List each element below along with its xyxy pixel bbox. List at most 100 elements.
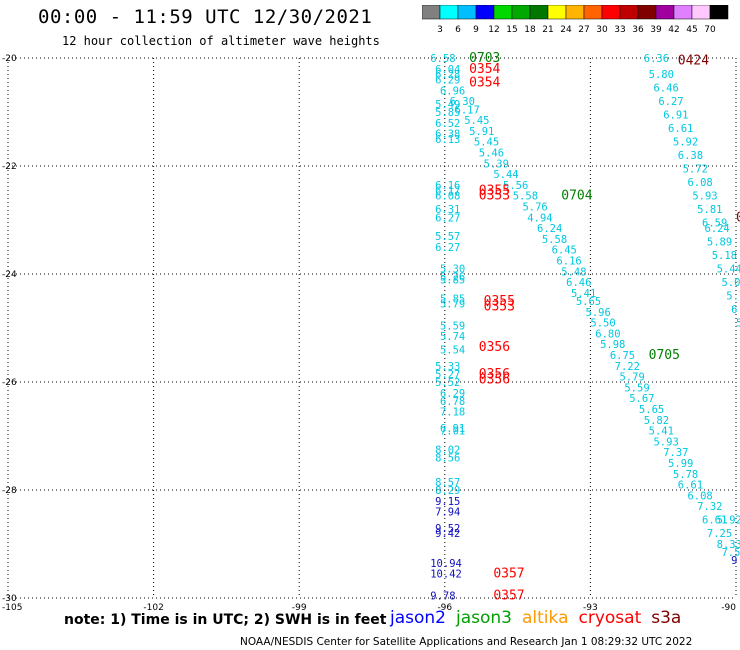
wave-height-value: 6.28 <box>435 69 460 81</box>
wave-height-value: 9.93 <box>731 555 740 567</box>
wave-height-value: 7.25 <box>707 528 732 540</box>
wave-height-value: 5.45 <box>474 137 499 149</box>
wave-height-value: 5.99 <box>668 458 693 470</box>
wave-height-value: 5.85 <box>440 274 465 286</box>
wave-height-value: 5.49 <box>435 99 460 111</box>
wave-height-value: 7.22 <box>615 361 640 373</box>
wave-height-value: 6.16 <box>435 180 460 192</box>
pass-time-label: 0353 <box>484 299 515 314</box>
wave-height-value: 5.46 <box>479 148 504 160</box>
wave-height-value: 6.96 <box>440 85 465 97</box>
wave-height-value: 6.27 <box>435 242 460 254</box>
wave-height-value: 8.02 <box>435 445 460 457</box>
wave-height-value: 7.32 <box>697 501 722 513</box>
wave-height-value: 7.54 <box>721 547 740 559</box>
legend-entry-jason2: jason2 <box>390 608 446 628</box>
wave-height-value: 6.17 <box>435 185 460 197</box>
page-subtitle: 12 hour collection of altimeter wave hei… <box>62 34 380 48</box>
wave-height-value: 5.58 <box>542 234 567 246</box>
wave-height-value: 5.01 <box>721 277 740 289</box>
wave-height-value: 6.45 <box>552 245 577 257</box>
satellite-legend: jason2 jason3 altika cryosat s3a <box>390 608 691 628</box>
wave-height-value: 5.65 <box>639 404 664 416</box>
wave-height-value: 7.01 <box>440 426 465 438</box>
wave-height-value: 6.91 <box>440 423 465 435</box>
pass-time-label: 0354 <box>469 62 500 77</box>
wave-height-value: 5.44 <box>493 169 518 181</box>
colorbar-label: 70 <box>704 25 716 35</box>
wave-height-value: 6.46 <box>653 83 678 95</box>
pass-time-label: 0356 <box>479 340 510 355</box>
wave-height-value: 9.52 <box>435 523 460 535</box>
wave-height-value: 5.30 <box>440 264 465 276</box>
legend-entry-altika: altika <box>522 608 569 628</box>
pass-time-label: 0355 <box>479 183 510 198</box>
wave-height-value: 5.92 <box>717 515 740 527</box>
wave-height-value: 5.39 <box>484 158 509 170</box>
wave-height-value: 10.42 <box>430 569 462 581</box>
pass-time-label: 0353 <box>479 189 510 204</box>
wave-height-value: 6.08 <box>435 191 460 203</box>
lat-tick-label: -24 <box>2 270 17 280</box>
wave-height-value: 5.27 <box>435 369 460 381</box>
wave-height-value: 5.52 <box>435 377 460 389</box>
wave-height-value: 5.50 <box>590 318 615 330</box>
color-scale-bar: 3 6 9 12 15 18 21 24 27 30 33 36 39 42 45 70 <box>422 5 729 35</box>
pass-time-label: 0703 <box>469 51 500 66</box>
wave-height-value: 6.13 <box>435 134 460 146</box>
pass-time-label: 0424 <box>678 54 709 69</box>
pass-time-label: 0423 <box>736 210 740 225</box>
colorbar-label: 45 <box>686 25 697 35</box>
wave-height-value: 10.94 <box>430 558 462 570</box>
wave-height-value: 6.59 <box>702 218 727 230</box>
colorbar-label: 18 <box>524 25 536 35</box>
wave-height-value: 8.33 <box>717 539 740 551</box>
wave-height-value: 9.15 <box>435 496 460 508</box>
pass-time-label: 0357 <box>493 567 524 582</box>
credit-line: NOAA/NESDIS Center for Satellite Applica… <box>240 636 693 648</box>
wave-height-value: 5.89 <box>707 237 732 249</box>
wave-height-value: 9.42 <box>435 528 460 540</box>
pass-time-label: 0355 <box>484 294 515 309</box>
wave-height-value: 8.56 <box>435 453 460 465</box>
lon-tick-label: -96 <box>437 603 452 610</box>
wave-height-value: 6.24 <box>731 304 740 316</box>
wave-height-value: 5.45 <box>464 115 489 127</box>
page-title: 00:00 - 11:59 UTC 12/30/2021 <box>38 6 373 28</box>
wave-height-value: 5.78 <box>673 469 698 481</box>
colorbar-label: 33 <box>614 25 625 35</box>
wave-height-value: 6.30 <box>450 96 475 108</box>
pass-time-label: 0704 <box>561 189 592 204</box>
wave-height-value: 5.91 <box>469 126 494 138</box>
colorbar-label: 30 <box>596 25 608 35</box>
wave-height-value: 6.91 <box>663 110 688 122</box>
wave-height-value: 6.27 <box>435 212 460 224</box>
wave-height-value: 7.94 <box>435 507 460 519</box>
wave-height-value: 6.08 <box>687 177 712 189</box>
pass-time-label: 0356 <box>479 367 510 382</box>
wave-height-value: 6.61 <box>668 123 693 135</box>
colorbar-label: 27 <box>578 25 589 35</box>
wave-height-value: 6.04 <box>435 64 460 76</box>
lon-tick-label: -102 <box>143 603 163 610</box>
colorbar-label: 21 <box>542 25 553 35</box>
colorbar-label: 42 <box>668 25 679 35</box>
wave-height-value: 6.16 <box>556 256 581 268</box>
wave-height-value: 5.67 <box>629 393 654 405</box>
wave-height-value: 6.58 <box>430 53 455 65</box>
wave-height-value: 6.38 <box>678 150 703 162</box>
wave-height-value: 5.85 <box>440 293 465 305</box>
pass-time-label: 0705 <box>649 348 680 363</box>
wave-height-value: 5.73 <box>726 291 740 303</box>
wave-height-value: 5.82 <box>644 415 669 427</box>
legend-entry-s3a: s3a <box>651 608 682 628</box>
wave-height-value: 5.74 <box>440 331 465 343</box>
wave-height-value: 8.57 <box>435 477 460 489</box>
wave-height-value: 6.29 <box>440 388 465 400</box>
wave-height-value: 6.08 <box>687 490 712 502</box>
wave-height-value: 8.29 <box>435 485 460 497</box>
wave-height-value: 6.78 <box>440 396 465 408</box>
wave-height-value: 5.93 <box>653 436 678 448</box>
colorbar-label: 15 <box>506 25 517 35</box>
wave-height-value: 5.93 <box>692 191 717 203</box>
